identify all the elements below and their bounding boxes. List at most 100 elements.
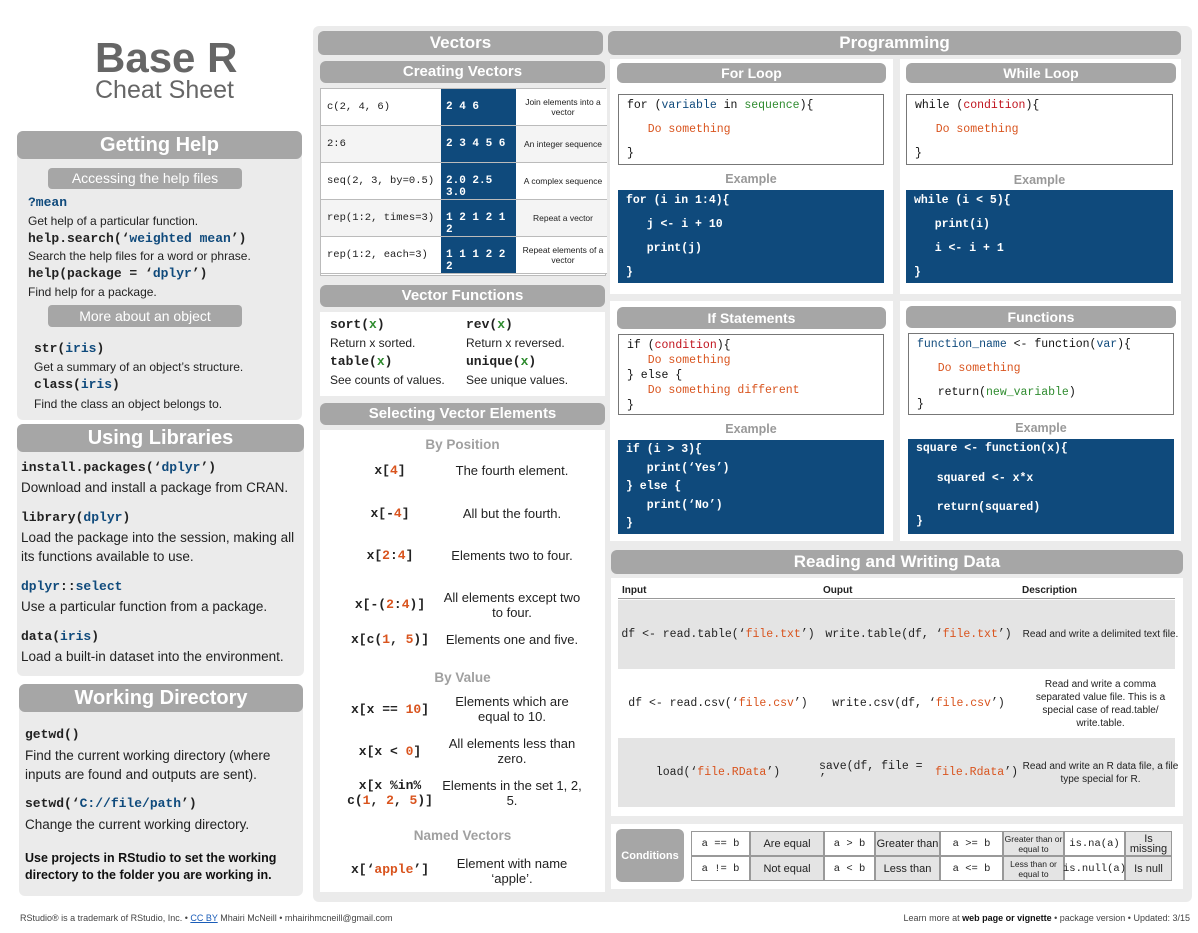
condition-code: a <= b [940,856,1003,881]
code-token: Do something [915,123,1019,136]
code-token: var [1096,338,1118,351]
code-token: Do something different [627,384,800,397]
code-token: getwd() [25,727,80,742]
footer-license-link[interactable]: CC BY [190,913,218,923]
code-token: apple [374,862,414,877]
code-token: x[x %in% [358,778,422,793]
code-token: setwd(‘ [25,796,80,811]
creating-vector-desc: Join elements into a vector [525,97,601,117]
creating-vector-value: 2.0 2.5 3.0 [441,163,516,199]
vector-function-desc: See unique values. [466,373,569,387]
code-line: Do something [627,123,731,136]
code-token: new_variable [986,386,1069,399]
condition-code: a != b [691,856,750,881]
code-token: dplyr [21,579,61,594]
code-token: ) [91,629,100,644]
by-position-label: By Position [425,437,500,452]
rw-desc: Read and write an R data file, a file ty… [1022,760,1179,785]
for-loop-example: for (i in 1:4){ j <- i + 10 print(j)} [618,190,884,283]
help-desc: Find help for a package. [28,285,157,299]
code-token: } [627,399,634,412]
wd-header: Working Directory [19,684,303,712]
code-token: df <- read.csv(‘ [628,697,739,710]
accessing-help-subheader: Accessing the help files [48,168,242,189]
code-token: )] [409,597,426,612]
code-token: ’) [997,628,1012,641]
selection-code: x[-4] [320,506,460,521]
code-token: in [716,99,745,112]
condition-desc: Less than [875,856,940,881]
code-token: unique( [466,354,521,369]
creating-vector-code: 2:6 [327,138,346,150]
code-line: Do something [915,123,1019,136]
code-token: ] [401,506,410,521]
example-line: print(i) [914,218,990,231]
creating-vector-row: 2:6 2 3 4 5 6 An integer sequence [321,126,607,163]
example-line: } [916,515,923,528]
code-token: 4 [393,506,402,521]
condition-code: is.null(a) [1063,856,1126,881]
condition-code: a < b [824,856,875,881]
vector-function-desc: Return x sorted. [330,336,416,350]
code-token: 1 [362,793,371,808]
title-main: Base R [95,34,238,81]
selection-desc: The fourth element. [455,463,569,478]
code-line: for (variable in sequence){ [627,99,813,112]
condition-desc: Is missing [1125,831,1172,856]
code-token: data( [21,629,61,644]
condition-desc: Greater than [875,831,940,856]
code-token: x[- [370,506,394,521]
code-token: )] [417,793,433,808]
code-token: ] [421,702,430,717]
code-line: if (condition){ [627,339,731,352]
while-loop-syntax: while (condition){ Do something} [906,94,1173,165]
vector-functions-box: sort(x) Return x sorted. rev(x) Return x re… [320,312,605,396]
code-line: while (condition){ [915,99,1039,112]
library-code: dplyr::select [21,579,122,594]
object-code: class(iris) [34,377,120,392]
condition-desc: Greater than or equal to [1003,831,1064,856]
code-token: ){ [799,99,814,112]
library-desc: Download and install a package from CRAN… [21,480,289,495]
creating-vectors-header: Creating Vectors [320,61,605,83]
rw-table: Input Ouput Description df <- read.table(‘ f… [611,578,1183,816]
vector-function-code: sort(x) [330,317,385,332]
code-token: x [497,317,506,332]
code-token: sort( [330,317,370,332]
code-line: Do something [917,362,1021,375]
creating-vector-code: rep(1:2, each=3) [327,249,428,261]
creating-vector-code: rep(1:2, times=3) [327,212,435,224]
example-line: square <- function(x){ [916,442,1068,455]
for-loop-example-label: Example [725,172,777,186]
while-loop-example-label: Example [1013,173,1066,187]
code-line: Do something [627,354,731,367]
libraries-panel [17,424,304,676]
footer-author: Mhairi McNeill • mhairihmcneill@gmail.co… [217,913,393,923]
example-line: j <- i + 10 [626,218,723,231]
wd-note: Use projects in RStudio to set the worki… [25,851,277,882]
wd-code: getwd() [25,727,80,742]
if-example: if (i > 3){ print(‘Yes’)} else { print(‘… [618,440,884,534]
vector-function-code: rev(x) [466,317,513,332]
code-token: file.RData [697,766,767,779]
creating-vector-value: 2 3 4 5 6 [441,126,516,162]
code-token: iris [65,341,97,356]
footer-link[interactable]: web page or vignette [962,913,1052,923]
code-token: 4 [401,597,410,612]
code-token: condition [654,339,717,352]
rw-output: write.table(df, ‘file.txt’) [819,600,1018,669]
code-token: 2 [386,597,394,612]
code-token: rev( [466,317,498,332]
selection-code: x[2:4] [320,548,460,563]
code-token: weighted mean [129,231,231,246]
rw-row: df <- read.csv(‘ file.csv’) write.csv(df, … [618,669,1175,738]
while-loop-header: While Loop [906,63,1176,83]
code-token: dplyr [152,266,192,281]
code-token: 10 [405,702,422,717]
code-token: str( [34,341,66,356]
vector-function-code: unique(x) [466,354,536,369]
library-desc: Load a built-in dataset into the environ… [21,649,284,664]
selecting-box: By Position x[4] The fourth element. x[-4] A… [320,430,605,892]
code-token: x[c( [350,632,383,647]
getting-help-header: Getting Help [17,131,302,159]
